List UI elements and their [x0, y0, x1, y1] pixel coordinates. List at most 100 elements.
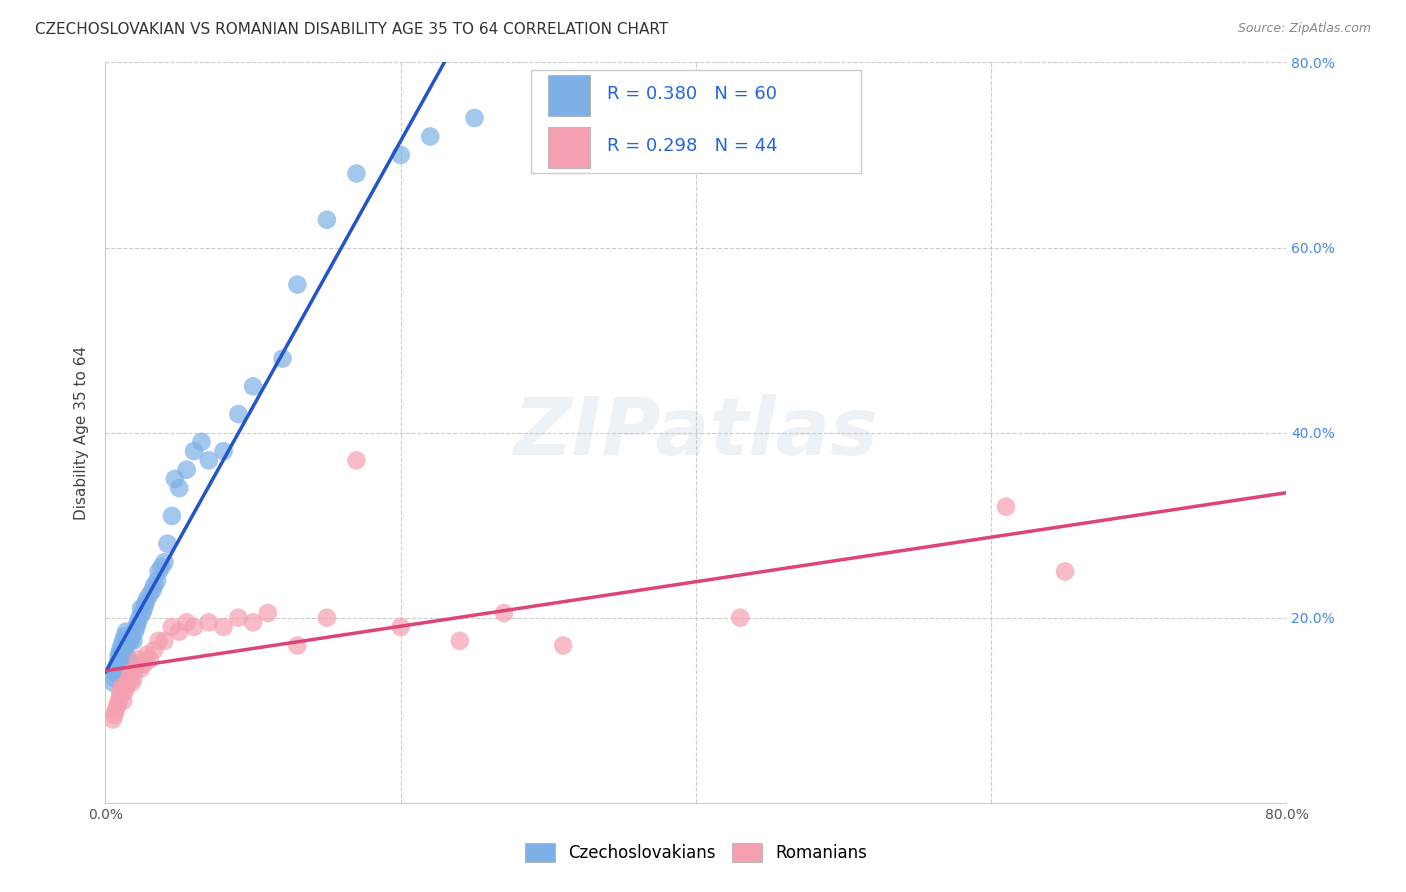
Point	[176, 615, 198, 630]
Point	[138, 588, 162, 602]
Point	[120, 666, 142, 681]
Point	[132, 601, 155, 615]
Point	[242, 379, 264, 393]
Point	[110, 643, 132, 657]
Text: ZIPatlas: ZIPatlas	[513, 393, 879, 472]
Point	[124, 662, 146, 676]
Point	[105, 666, 128, 681]
Point	[129, 601, 152, 615]
Point	[138, 652, 162, 666]
Point	[134, 597, 156, 611]
Point	[118, 633, 141, 648]
Point	[122, 633, 145, 648]
Point	[169, 624, 191, 639]
Point	[107, 694, 129, 708]
Point	[150, 559, 173, 574]
Point	[115, 639, 138, 653]
Point	[315, 212, 337, 227]
Point	[107, 648, 129, 662]
Point	[551, 639, 574, 653]
Point	[148, 565, 170, 579]
Point	[153, 633, 176, 648]
Point	[183, 620, 205, 634]
Y-axis label: Disability Age 35 to 64: Disability Age 35 to 64	[75, 345, 90, 520]
Point	[104, 666, 127, 681]
Point	[1054, 565, 1077, 579]
Point	[122, 671, 145, 685]
Point	[117, 652, 139, 666]
Point	[226, 611, 250, 625]
Point	[176, 463, 198, 477]
Point	[128, 611, 150, 625]
Point	[169, 481, 191, 495]
Point	[117, 633, 139, 648]
Point	[419, 129, 441, 144]
Point	[190, 434, 212, 449]
Point	[135, 592, 157, 607]
Point	[121, 675, 143, 690]
Point	[115, 680, 138, 694]
Point	[110, 657, 132, 671]
Point	[104, 662, 127, 676]
Point	[464, 111, 486, 125]
Point	[449, 633, 471, 648]
Point	[125, 620, 148, 634]
Point	[153, 555, 176, 569]
Point	[346, 167, 368, 181]
Point	[160, 620, 183, 634]
Point	[728, 611, 751, 625]
Point	[105, 657, 128, 671]
Point	[226, 407, 250, 421]
Point	[315, 611, 337, 625]
Point	[121, 629, 143, 643]
Point	[183, 444, 205, 458]
Point	[135, 648, 157, 662]
Point	[114, 685, 136, 699]
Point	[107, 652, 129, 666]
Point	[132, 657, 155, 671]
Point	[146, 574, 169, 588]
Point	[994, 500, 1017, 514]
Point	[129, 662, 152, 676]
Point	[287, 639, 309, 653]
Point	[110, 648, 132, 662]
Bar	[548, 75, 589, 116]
Text: CZECHOSLOVAKIAN VS ROMANIAN DISABILITY AGE 35 TO 64 CORRELATION CHART: CZECHOSLOVAKIAN VS ROMANIAN DISABILITY A…	[35, 22, 668, 37]
Point	[115, 624, 138, 639]
Point	[111, 652, 134, 666]
Point	[118, 671, 141, 685]
Point	[112, 694, 135, 708]
Point	[492, 606, 515, 620]
Point	[111, 639, 134, 653]
Point	[212, 620, 235, 634]
Point	[105, 698, 128, 713]
Point	[389, 148, 412, 162]
Point	[120, 633, 142, 648]
Point	[114, 629, 136, 643]
Point	[101, 675, 124, 690]
Point	[346, 453, 368, 467]
Point	[287, 277, 309, 292]
Point	[117, 675, 139, 690]
Point	[110, 685, 132, 699]
Point	[163, 472, 186, 486]
Point	[101, 713, 124, 727]
Point	[103, 707, 125, 722]
Point	[112, 648, 135, 662]
Point	[256, 606, 278, 620]
Point	[142, 582, 165, 597]
Point	[160, 508, 183, 523]
Point	[104, 703, 127, 717]
Point	[110, 690, 132, 704]
Point	[197, 615, 219, 630]
Text: Source: ZipAtlas.com: Source: ZipAtlas.com	[1237, 22, 1371, 36]
Point	[131, 606, 153, 620]
Point	[197, 453, 219, 467]
Legend: Czechoslovakians, Romanians: Czechoslovakians, Romanians	[517, 836, 875, 869]
Bar	[548, 127, 589, 168]
Point	[143, 643, 166, 657]
Point	[114, 643, 136, 657]
Point	[127, 615, 149, 630]
Point	[111, 680, 134, 694]
Point	[127, 652, 149, 666]
